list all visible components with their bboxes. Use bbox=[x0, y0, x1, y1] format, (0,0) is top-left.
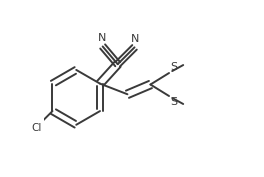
Text: N: N bbox=[131, 34, 140, 44]
Text: S: S bbox=[170, 62, 177, 72]
Text: Cl: Cl bbox=[31, 123, 42, 133]
Text: N: N bbox=[98, 33, 106, 43]
Text: S: S bbox=[170, 97, 177, 107]
